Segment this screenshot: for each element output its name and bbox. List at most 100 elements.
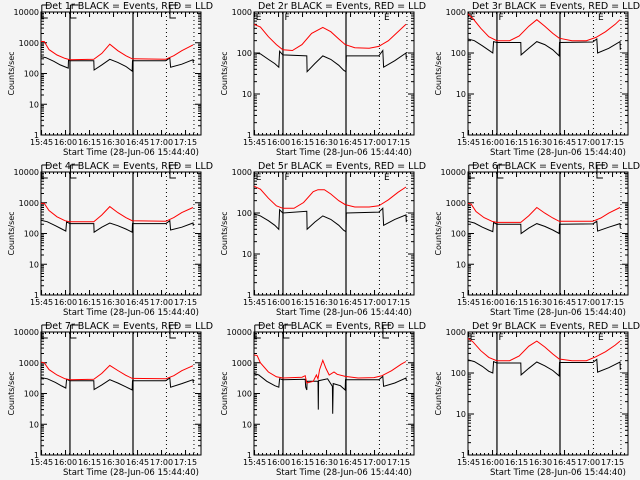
x-tick-label: 16:45 (553, 138, 576, 147)
series-events-line (254, 49, 407, 73)
series-events-line (468, 358, 621, 377)
x-tick-label: 16:45 (553, 298, 576, 307)
plot-title: Det 8r BLACK = Events, RED = LLD (258, 321, 426, 332)
x-tick-label: 16:15 (291, 298, 314, 307)
attitude-marker-label: F (498, 13, 503, 23)
detector-plot-4: Det 4r BLACK = Events, RED = LLD 1 10 100 10… (7, 161, 213, 318)
x-tick-label: 16:30 (102, 298, 125, 307)
x-tick-label: 16:45 (339, 458, 362, 467)
y-tick-label: 10000 (441, 168, 466, 177)
attitude-marker-bracket (169, 324, 178, 339)
x-tick-label: 17:15 (601, 458, 624, 467)
detector-plot-5: Det 5r BLACK = Events, RED = LLD 1 10 100 10… (220, 161, 426, 318)
x-tick-label: 16:15 (505, 458, 528, 467)
x-tick-label: 16:00 (267, 458, 290, 467)
plot-frame (253, 331, 415, 456)
y-tick-label: 1000 (446, 328, 466, 337)
y-axis-label: Counts/sec (434, 211, 443, 255)
y-tick-label: 100 (24, 70, 39, 79)
y-tick-label: 1000 (232, 168, 252, 177)
attitude-marker-label: E (256, 173, 262, 183)
series-lld-line (254, 23, 407, 52)
attitude-marker-bracket (69, 4, 79, 19)
plot-title: Det 3r BLACK = Events, RED = LLD (472, 1, 640, 12)
y-tick-label: 10 (29, 420, 39, 429)
attitude-marker-bracket (69, 324, 79, 339)
attitude-marker-bracket (41, 324, 50, 339)
detector-plot-2: Det 2r BLACK = Events, RED = LLD 1 10 100 10… (220, 1, 426, 158)
series-events-line (41, 219, 194, 234)
x-tick-label: 17:00 (363, 298, 386, 307)
attitude-marker-bracket (41, 4, 50, 19)
x-axis-label: Start Time (28-Jun-06 15:44:40) (490, 308, 626, 318)
y-tick-label: 1000 (19, 199, 39, 208)
series-lld-line (468, 337, 621, 362)
plot-title: Det 6r BLACK = Events, RED = LLD (472, 161, 640, 172)
x-tick-label: 15:45 (457, 458, 480, 467)
x-axis-label: Start Time (28-Jun-06 15:44:40) (63, 148, 199, 158)
detector-plot-3: Det 3r BLACK = Events, RED = LLD 1 10 100 10… (434, 1, 640, 158)
series-events-line (468, 220, 621, 235)
x-tick-label: 16:15 (78, 298, 101, 307)
attitude-marker-bracket (254, 324, 263, 339)
x-tick-label: 17:15 (387, 458, 410, 467)
plot-frame (467, 331, 629, 456)
detector-plot-8: Det 8r BLACK = Events, RED = LLD 1 10 100 10… (220, 321, 426, 478)
x-tick-label: 17:15 (174, 298, 197, 307)
x-tick-label: 16:30 (529, 138, 552, 147)
x-tick-label: 17:00 (363, 458, 386, 467)
y-tick-label: 1 (247, 131, 252, 140)
x-tick-label: 17:15 (174, 458, 197, 467)
x-axis-label: Start Time (28-Jun-06 15:44:40) (276, 148, 412, 158)
attitude-marker-label: F (498, 333, 503, 343)
x-tick-label: 17:00 (577, 298, 600, 307)
series-events-line (41, 56, 194, 73)
plot-frame (40, 11, 202, 136)
y-tick-label: 1 (34, 131, 39, 140)
y-tick-label: 10 (29, 100, 39, 109)
x-tick-label: 15:45 (30, 458, 53, 467)
detector-plot-1: Det 1r BLACK = Events, RED = LLD 1 10 100 10… (7, 1, 213, 158)
y-tick-label: 100 (237, 49, 252, 58)
x-tick-label: 17:00 (577, 458, 600, 467)
y-tick-label: 10000 (14, 328, 39, 337)
x-axis-label: Start Time (28-Jun-06 15:44:40) (490, 148, 626, 158)
x-tick-label: 17:00 (577, 138, 600, 147)
y-tick-label: 10 (29, 260, 39, 269)
y-axis-label: Counts/sec (7, 371, 16, 415)
series-lld-line (41, 202, 194, 223)
y-tick-label: 100 (237, 209, 252, 218)
x-tick-label: 16:45 (126, 138, 149, 147)
y-tick-label: 100 (24, 230, 39, 239)
x-tick-label: 17:15 (387, 298, 410, 307)
x-tick-label: 15:45 (243, 458, 266, 467)
x-tick-label: 17:15 (601, 298, 624, 307)
x-tick-label: 17:00 (150, 138, 173, 147)
y-tick-label: 1 (34, 291, 39, 300)
y-tick-label: 1 (34, 451, 39, 460)
x-tick-label: 17:00 (363, 138, 386, 147)
y-tick-label: 10 (456, 90, 466, 99)
attitude-marker-label: F (284, 173, 289, 183)
x-tick-label: 16:30 (315, 458, 338, 467)
plot-title: Det 4r BLACK = Events, RED = LLD (45, 161, 213, 172)
x-tick-label: 16:15 (78, 138, 101, 147)
y-tick-label: 10000 (14, 8, 39, 17)
series-events-line (41, 377, 194, 391)
x-tick-label: 17:15 (387, 138, 410, 147)
attitude-marker-bracket (282, 324, 292, 339)
series-lld-line (41, 41, 194, 61)
plot-frame (40, 171, 202, 296)
plot-frame (467, 11, 629, 136)
x-tick-label: 16:30 (315, 298, 338, 307)
y-axis-label: Counts/sec (220, 211, 229, 255)
attitude-marker-label: E (384, 13, 390, 23)
detector-plot-7: Det 7r BLACK = Events, RED = LLD 1 10 100 10… (7, 321, 213, 478)
y-tick-label: 10 (242, 90, 252, 99)
y-tick-label: 1000 (232, 359, 252, 368)
detector-plot-6: Det 6r BLACK = Events, RED = LLD 1 10 100 10… (434, 161, 640, 318)
x-tick-label: 16:00 (267, 298, 290, 307)
y-tick-label: 100 (24, 390, 39, 399)
y-tick-label: 1000 (19, 359, 39, 368)
attitude-marker-bracket (596, 164, 605, 179)
